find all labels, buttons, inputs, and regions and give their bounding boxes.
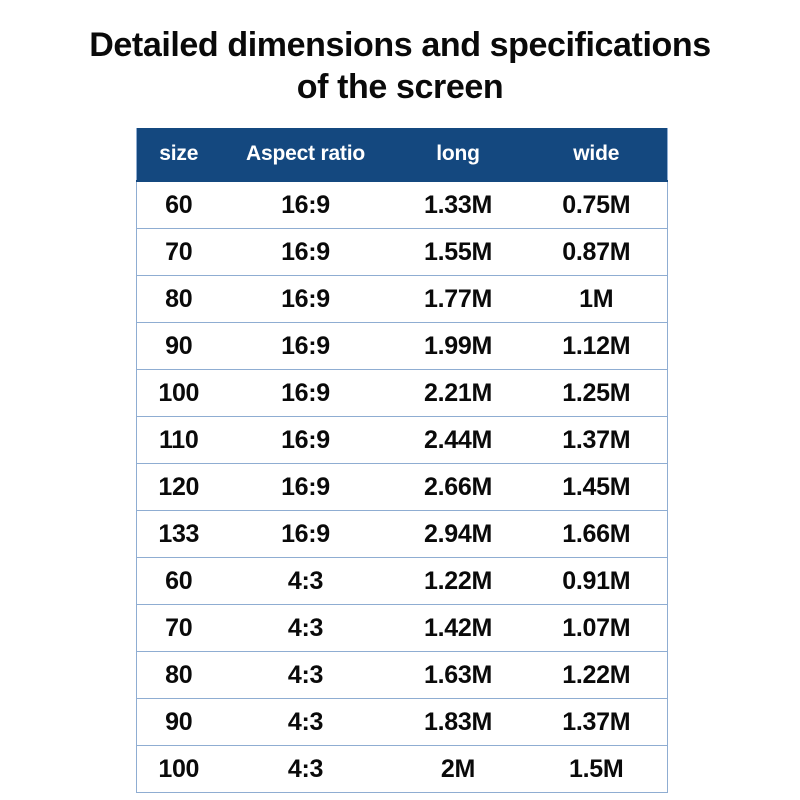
cell-size: 100 bbox=[136, 369, 221, 417]
cell-long: 2.94M bbox=[390, 510, 526, 558]
cell-long: 1.22M bbox=[390, 557, 526, 605]
column-header-aspect-ratio: Aspect ratio bbox=[220, 128, 391, 181]
cell-wide: 1.12M bbox=[525, 322, 668, 370]
cell-size: 80 bbox=[136, 275, 221, 323]
cell-wide: 1.66M bbox=[525, 510, 668, 558]
table-row: 100 4:3 2M 1.5M bbox=[136, 745, 668, 793]
cell-aspect-ratio: 4:3 bbox=[220, 557, 391, 605]
cell-aspect-ratio: 4:3 bbox=[220, 698, 391, 746]
cell-wide: 0.75M bbox=[562, 190, 631, 219]
cell-long: 1.42M bbox=[390, 604, 526, 652]
cell-aspect-ratio: 16:9 bbox=[281, 190, 330, 219]
cell-aspect-ratio: 16:9 bbox=[220, 510, 391, 558]
cell-long: 2.66M bbox=[390, 463, 526, 511]
cell-aspect-ratio: 4:3 bbox=[220, 651, 391, 699]
table-row: 120 16:9 2.66M 1.45M bbox=[136, 463, 668, 511]
screen-dimensions-table: size Aspect ratio long wide 60 16:9 1.33… bbox=[136, 128, 668, 793]
cell-long: 1.33M bbox=[424, 190, 492, 219]
table-row: 70 16:9 1.55M 0.87M bbox=[136, 228, 668, 276]
table-row: 133 16:9 2.94M 1.66M bbox=[136, 510, 668, 558]
table-row: 70 4:3 1.42M 1.07M bbox=[136, 604, 668, 652]
cell-long: 1.55M bbox=[390, 228, 526, 276]
cell-long: 1.77M bbox=[390, 275, 526, 323]
cell-wide: 1.07M bbox=[525, 604, 668, 652]
cell-long: 1.99M bbox=[390, 322, 526, 370]
cell-size: 70 bbox=[136, 604, 221, 652]
cell-size: 133 bbox=[136, 510, 221, 558]
cell-wide: 1.37M bbox=[525, 698, 668, 746]
cell-size: 100 bbox=[136, 745, 221, 793]
cell-long: 2.44M bbox=[390, 416, 526, 464]
table-row: 80 16:9 1.77M 1M bbox=[136, 275, 668, 323]
table-row: 60 4:3 1.22M 0.91M bbox=[136, 557, 668, 605]
cell-aspect-ratio: 16:9 bbox=[220, 228, 391, 276]
cell-aspect-ratio: 16:9 bbox=[220, 416, 391, 464]
cell-size: 90 bbox=[136, 698, 221, 746]
cell-size: 80 bbox=[136, 651, 221, 699]
column-header-long: long bbox=[390, 128, 526, 181]
cell-size: 60 bbox=[136, 557, 221, 605]
page-title-line-2: of the screen bbox=[296, 68, 504, 106]
cell-size: 110 bbox=[136, 416, 221, 464]
cell-aspect-ratio: 16:9 bbox=[220, 369, 391, 417]
column-header-wide: wide bbox=[525, 128, 668, 181]
table-row: 100 16:9 2.21M 1.25M bbox=[136, 369, 668, 417]
table-header: size Aspect ratio long wide bbox=[136, 128, 668, 181]
cell-wide: 1.22M bbox=[525, 651, 668, 699]
table-header-row: size Aspect ratio long wide bbox=[136, 128, 668, 181]
table-row: 90 4:3 1.83M 1.37M bbox=[136, 698, 668, 746]
table-row: 110 16:9 2.44M 1.37M bbox=[136, 416, 668, 464]
cell-aspect-ratio: 4:3 bbox=[220, 604, 391, 652]
cell-wide: 1.45M bbox=[525, 463, 668, 511]
cell-long: 1.83M bbox=[390, 698, 526, 746]
page-title: Detailed dimensions and specifications o… bbox=[60, 24, 740, 108]
cell-wide: 1.37M bbox=[525, 416, 668, 464]
table-row: 80 4:3 1.63M 1.22M bbox=[136, 651, 668, 699]
cell-wide: 0.87M bbox=[525, 228, 668, 276]
cell-aspect-ratio: 4:3 bbox=[220, 745, 391, 793]
cell-long: 2M bbox=[390, 745, 526, 793]
cell-wide: 0.91M bbox=[525, 557, 668, 605]
cell-size: 90 bbox=[136, 322, 221, 370]
cell-size: 60 bbox=[165, 190, 193, 219]
cell-long: 2.21M bbox=[390, 369, 526, 417]
cell-wide: 1.25M bbox=[525, 369, 668, 417]
cell-aspect-ratio: 16:9 bbox=[220, 463, 391, 511]
column-header-size: size bbox=[136, 128, 221, 181]
cell-wide: 1M bbox=[525, 275, 668, 323]
cell-size: 120 bbox=[136, 463, 221, 511]
table-body: 60 16:9 1.33M 0.75M 70 16:9 1.55M 0.87M … bbox=[136, 181, 668, 793]
cell-aspect-ratio: 16:9 bbox=[220, 275, 391, 323]
cell-size: 70 bbox=[136, 228, 221, 276]
cell-aspect-ratio: 16:9 bbox=[220, 322, 391, 370]
spec-table-container: size Aspect ratio long wide 60 16:9 1.33… bbox=[136, 128, 668, 793]
cell-long: 1.63M bbox=[390, 651, 526, 699]
cell-wide: 1.5M bbox=[525, 745, 668, 793]
page-title-line-1: Detailed dimensions and specifications bbox=[89, 26, 711, 64]
table-row: 90 16:9 1.99M 1.12M bbox=[136, 322, 668, 370]
table-row: 60 16:9 1.33M 0.75M bbox=[137, 181, 668, 229]
